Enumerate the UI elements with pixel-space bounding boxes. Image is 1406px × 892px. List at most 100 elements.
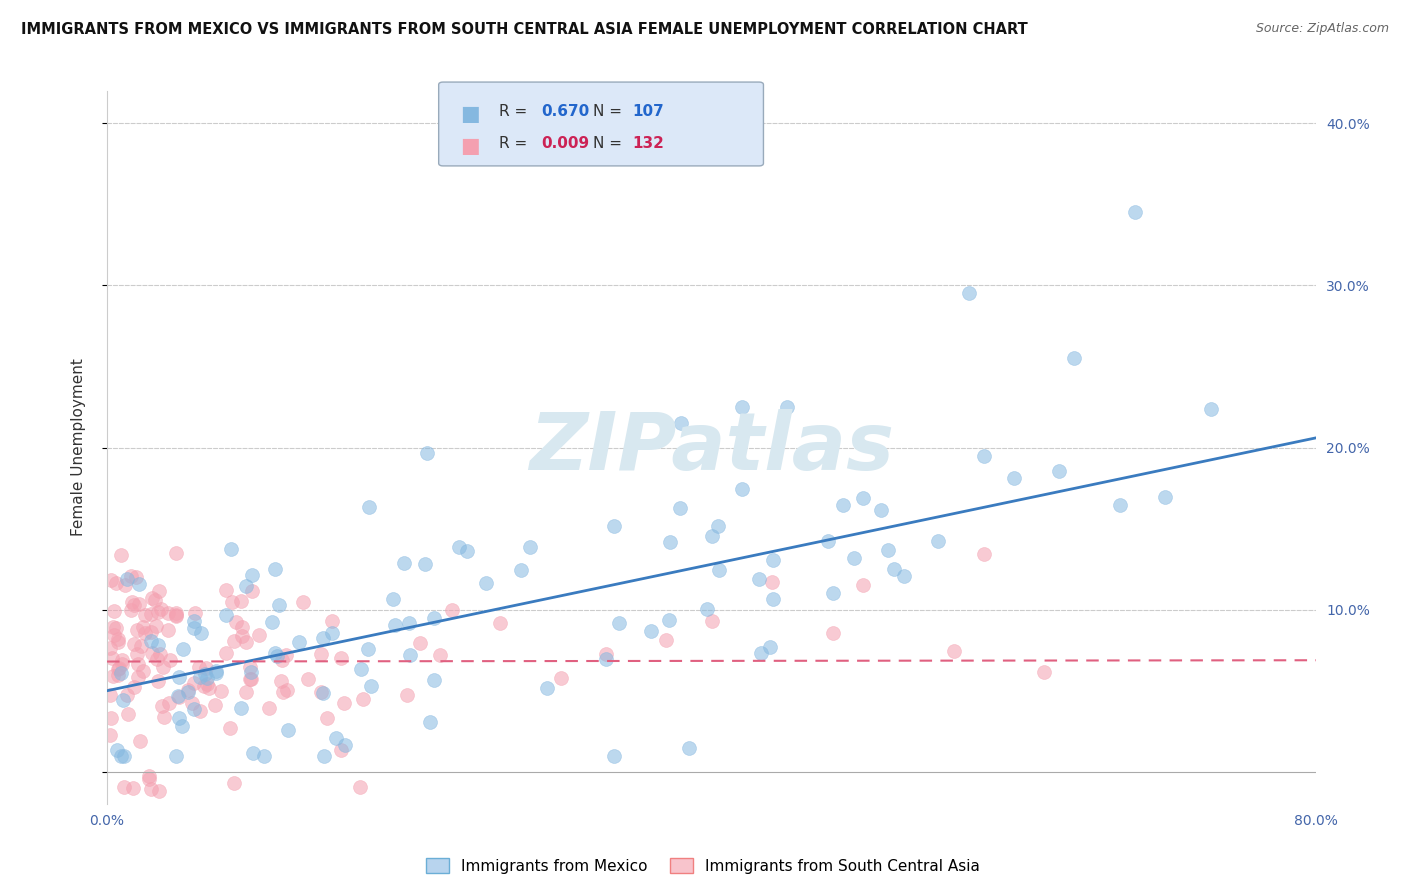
Point xyxy=(107,632,129,646)
Point xyxy=(352,691,374,706)
Point xyxy=(1033,665,1056,680)
Point xyxy=(429,648,451,663)
Point xyxy=(107,662,129,676)
Point xyxy=(1108,498,1130,512)
Text: Source: ZipAtlas.com: Source: ZipAtlas.com xyxy=(1256,22,1389,36)
Point xyxy=(146,652,169,666)
Point xyxy=(423,610,446,624)
Point xyxy=(330,743,353,757)
Point xyxy=(146,638,169,652)
Point xyxy=(167,711,190,725)
Point xyxy=(381,592,404,607)
Point xyxy=(277,723,299,737)
Point xyxy=(1199,401,1222,416)
Point xyxy=(149,647,172,661)
Point xyxy=(1123,205,1146,219)
Point xyxy=(159,653,181,667)
Point xyxy=(671,416,693,430)
Point xyxy=(193,679,215,693)
Point xyxy=(239,665,262,679)
Point xyxy=(121,594,143,608)
Point xyxy=(122,780,145,795)
Point xyxy=(821,625,844,640)
Point xyxy=(360,680,382,694)
Point xyxy=(177,685,200,699)
Point xyxy=(98,641,121,656)
Point xyxy=(165,608,187,623)
Point xyxy=(115,572,138,586)
Point xyxy=(260,615,283,630)
Point xyxy=(134,626,156,640)
Point xyxy=(707,519,730,533)
Point xyxy=(409,635,432,649)
Point xyxy=(239,672,262,686)
Point xyxy=(127,648,149,662)
Point xyxy=(115,688,138,702)
Point xyxy=(349,780,371,794)
Text: ■: ■ xyxy=(460,104,479,124)
Point xyxy=(883,562,905,576)
Point xyxy=(183,621,205,635)
Point xyxy=(242,746,264,760)
Point xyxy=(170,719,193,733)
Point xyxy=(776,400,799,414)
Text: ZIPatlas: ZIPatlas xyxy=(529,409,894,486)
Point xyxy=(270,673,292,688)
Point xyxy=(350,662,373,676)
Point xyxy=(132,664,155,678)
Point xyxy=(145,619,167,633)
Point xyxy=(235,579,257,593)
Y-axis label: Female Unemployment: Female Unemployment xyxy=(72,359,86,536)
Text: R =: R = xyxy=(499,104,533,120)
Point xyxy=(114,578,136,592)
Point xyxy=(384,618,406,632)
Point xyxy=(489,615,512,630)
Text: 132: 132 xyxy=(633,136,665,151)
Point xyxy=(187,660,209,674)
Point xyxy=(111,693,134,707)
Point xyxy=(101,619,124,633)
Point xyxy=(297,672,319,686)
Point xyxy=(357,500,380,515)
Point xyxy=(321,626,343,640)
Point xyxy=(112,748,135,763)
Point xyxy=(132,620,155,634)
Point xyxy=(595,647,617,661)
Point xyxy=(165,608,187,623)
Point xyxy=(231,593,253,607)
Point xyxy=(257,701,280,715)
Point xyxy=(194,661,217,675)
Point xyxy=(124,637,146,651)
Point xyxy=(292,595,315,609)
Point xyxy=(180,696,202,710)
Point xyxy=(398,615,420,630)
Point xyxy=(267,598,290,612)
Point xyxy=(240,584,263,599)
Point xyxy=(817,533,839,548)
Point xyxy=(311,648,333,662)
Point xyxy=(731,400,754,414)
Point xyxy=(749,646,772,660)
Point xyxy=(128,577,150,591)
Point xyxy=(231,620,253,634)
Point xyxy=(263,646,285,660)
Point xyxy=(239,659,262,673)
Point xyxy=(141,607,163,621)
Point xyxy=(107,668,129,682)
Point xyxy=(224,634,246,648)
Point xyxy=(329,650,352,665)
Point xyxy=(392,557,415,571)
Point xyxy=(659,534,682,549)
Point xyxy=(107,743,129,757)
Point xyxy=(876,543,898,558)
Point xyxy=(141,625,163,640)
Text: 0.670: 0.670 xyxy=(541,104,589,120)
Point xyxy=(287,634,309,648)
Point xyxy=(145,593,167,607)
Point xyxy=(103,627,125,641)
Point xyxy=(312,631,335,645)
Point xyxy=(731,482,754,496)
Point xyxy=(157,696,180,710)
Point xyxy=(211,684,233,698)
Point xyxy=(475,576,498,591)
